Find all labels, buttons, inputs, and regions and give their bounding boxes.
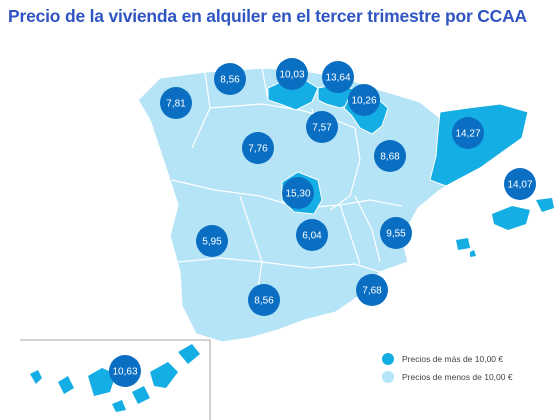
bubble-circle (160, 87, 192, 119)
bubble-circle (214, 63, 246, 95)
bubble-baleares: 14,07 (504, 168, 536, 200)
bubble-la-rioja: 7,57 (306, 111, 338, 143)
bubble-value: 7,68 (362, 286, 382, 297)
bubble-value: 8,56 (220, 75, 240, 86)
legend-label-high: Precios de más de 10,00 € (402, 354, 504, 364)
bubble-castilla-y-le-n: 7,76 (242, 132, 274, 164)
bubble-circle (196, 225, 228, 257)
bubble-circle (356, 274, 388, 306)
bubble-circle (322, 61, 354, 93)
bubble-value: 10,26 (351, 96, 376, 107)
bubble-comunidad-valenciana: 9,55 (380, 217, 412, 249)
bubble-navarra: 10,26 (348, 84, 380, 116)
bubble-circle (348, 84, 380, 116)
bubble-arag-n: 8,68 (374, 140, 406, 172)
bubble-circle (242, 132, 274, 164)
bubble-value: 7,57 (312, 123, 332, 134)
balearic-islands (456, 198, 554, 257)
bubble-value: 14,27 (455, 129, 480, 140)
bubble-value: 7,76 (248, 144, 268, 155)
bubble-circle (109, 355, 141, 387)
bubble-circle (452, 117, 484, 149)
bubble-andaluc-a: 8,56 (248, 284, 280, 316)
bubble-circle (248, 284, 280, 316)
bubble-value: 14,07 (507, 180, 532, 191)
legend-row-low: Precios de menos de 10,00 € (382, 368, 513, 386)
bubble-circle (504, 168, 536, 200)
value-bubbles: 7,81 8,56 10,03 13,64 10,26 7,57 7,76 8,68 14,27… (109, 58, 536, 387)
legend-swatch-low (382, 371, 394, 383)
bubble-castilla-la-mancha: 6,04 (296, 219, 328, 251)
bubble-catalu-a: 14,27 (452, 117, 484, 149)
bubble-circle (380, 217, 412, 249)
bubble-value: 8,68 (380, 152, 400, 163)
bubble-value: 10,63 (112, 367, 137, 378)
bubble-canarias: 10,63 (109, 355, 141, 387)
legend-row-high: Precios de más de 10,00 € (382, 350, 513, 368)
bubble-value: 5,95 (202, 237, 222, 248)
bubble-value: 8,56 (254, 296, 274, 307)
legend-swatch-high (382, 353, 394, 365)
bubble-extremadura: 5,95 (196, 225, 228, 257)
bubble-value: 13,64 (325, 73, 350, 84)
bubble-murcia: 7,68 (356, 274, 388, 306)
bubble-circle (296, 219, 328, 251)
bubble-circle (306, 111, 338, 143)
bubble-circle (276, 58, 308, 90)
bubble-galicia: 7,81 (160, 87, 192, 119)
legend-label-low: Precios de menos de 10,00 € (402, 372, 513, 382)
bubble-circle (282, 177, 314, 209)
bubble-value: 7,81 (166, 99, 186, 110)
bubble-madrid: 15,30 (282, 177, 314, 209)
bubble-pa-s-vasco: 13,64 (322, 61, 354, 93)
canary-inset (20, 339, 211, 420)
bubble-value: 15,30 (285, 189, 310, 200)
bubble-asturias: 8,56 (214, 63, 246, 95)
legend: Precios de más de 10,00 € Precios de men… (382, 350, 513, 386)
bubble-circle (374, 140, 406, 172)
bubble-cantabria: 10,03 (276, 58, 308, 90)
bubble-value: 9,55 (386, 229, 406, 240)
bubble-value: 6,04 (302, 231, 322, 242)
bubble-value: 10,03 (279, 70, 304, 81)
page-title: Precio de la vivienda en alquiler en el … (8, 6, 527, 26)
